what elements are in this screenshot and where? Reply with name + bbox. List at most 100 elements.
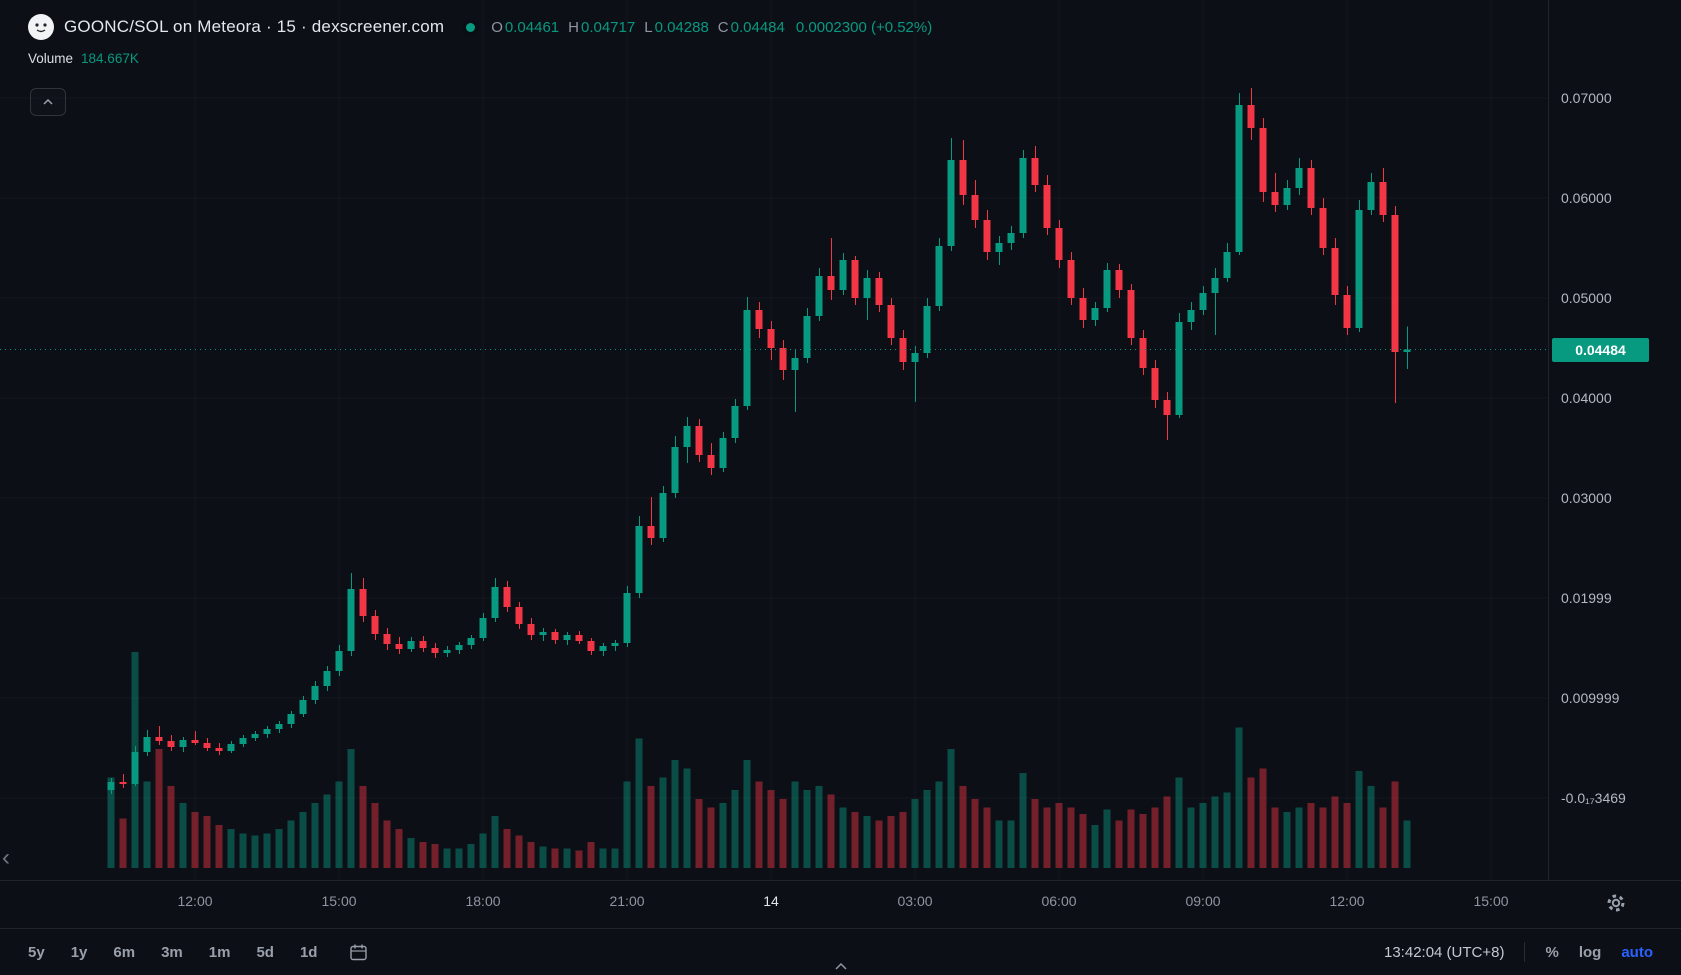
volume-bar: [935, 781, 943, 868]
volume-bar: [791, 781, 799, 868]
volume-bar: [983, 807, 991, 868]
scroll-left-arrow[interactable]: ‹: [2, 844, 10, 871]
candle-body: [1163, 400, 1171, 415]
candle-body: [1091, 308, 1099, 320]
candle-body: [119, 782, 127, 784]
candle-body: [983, 220, 991, 252]
candle-body: [1271, 192, 1279, 205]
candle-body: [431, 648, 439, 653]
candle-body: [1367, 182, 1375, 210]
chart-pane[interactable]: [0, 0, 1548, 880]
time-axis-label: 03:00: [897, 893, 933, 909]
volume-bar: [1115, 820, 1123, 868]
percent-scale-button[interactable]: %: [1545, 943, 1559, 961]
auto-scale-button[interactable]: auto: [1621, 943, 1653, 961]
candle-body: [755, 310, 763, 329]
volume-bar: [707, 807, 715, 868]
volume-bar: [551, 848, 559, 868]
candle-body: [443, 650, 451, 653]
range-button-5y[interactable]: 5y: [28, 943, 45, 961]
volume-bar: [923, 790, 931, 868]
volume-bar: [1331, 796, 1339, 868]
volume-bar: [299, 811, 307, 868]
time-axis[interactable]: 12:00 15:00 18:00 21:00 14 03:00 06:00 09:00 12:…: [0, 881, 1548, 928]
time-axis-label: 06:00: [1041, 893, 1077, 909]
volume-bar: [1175, 777, 1183, 868]
candle-body: [251, 734, 259, 738]
volume-indicator-row: Volume 184.667K: [28, 51, 932, 66]
volume-bar: [899, 811, 907, 868]
candle-body: [611, 643, 619, 646]
candles-layer: [107, 88, 1411, 794]
volume-bar: [731, 790, 739, 868]
legend-collapse-button[interactable]: [30, 88, 66, 116]
clock-timezone-button[interactable]: 13:42:04 (UTC+8): [1384, 943, 1505, 961]
volume-bar: [1235, 727, 1243, 868]
high-label: H: [568, 18, 579, 36]
volume-bar: [143, 781, 151, 868]
candle-body: [623, 593, 631, 643]
last-price-badge: 0.04484: [1552, 337, 1649, 362]
volume-bar: [1247, 777, 1255, 868]
volume-bar: [431, 844, 439, 868]
volume-bar: [839, 807, 847, 868]
axis-settings-gear-icon[interactable]: [1602, 889, 1630, 917]
candle-body: [1019, 158, 1027, 233]
candle-body: [1115, 270, 1123, 290]
range-button-1y[interactable]: 1y: [70, 943, 88, 961]
volume-bar: [1307, 803, 1315, 868]
volume-bar: [803, 790, 811, 868]
go-to-date-button[interactable]: [349, 943, 368, 962]
range-button-3m[interactable]: 3m: [161, 943, 183, 961]
candle-body: [587, 641, 595, 651]
volume-bar: [335, 781, 343, 868]
volume-bar: [1391, 781, 1399, 868]
expand-bottom-panel-arrow[interactable]: [834, 957, 847, 975]
volume-bar: [407, 837, 415, 868]
volume-bar: [599, 848, 607, 868]
range-button-1m[interactable]: 1m: [208, 943, 231, 961]
price-axis-label: 0.01999: [1561, 590, 1612, 606]
volume-label[interactable]: Volume: [28, 51, 74, 66]
candle-body: [659, 493, 667, 538]
low-value: 0.04288: [654, 18, 709, 36]
symbol-title[interactable]: GOONC/SOL on Meteora · 15 · dexscreener.…: [64, 17, 445, 36]
volume-bar: [323, 794, 331, 868]
candle-body: [407, 641, 415, 649]
candle-body: [887, 305, 895, 338]
volume-bar: [1127, 809, 1135, 868]
volume-bar: [863, 816, 871, 868]
volume-bar: [491, 816, 499, 868]
price-axis-label: -0.0₁₇3469: [1561, 790, 1626, 806]
time-axis-label: 12:00: [177, 893, 213, 909]
candle-body: [719, 438, 727, 468]
close-value: 0.04484: [730, 18, 785, 36]
candle-body: [1259, 128, 1267, 192]
volume-bar: [767, 790, 775, 868]
candle-body: [1139, 338, 1147, 368]
volume-bar: [167, 785, 175, 868]
volume-bar: [1283, 811, 1291, 868]
price-axis-label: 0.009999: [1561, 690, 1620, 706]
candle-body: [191, 740, 199, 743]
range-button-6m[interactable]: 6m: [113, 943, 136, 961]
volume-bar: [1211, 796, 1219, 868]
log-scale-button[interactable]: log: [1578, 943, 1602, 961]
volume-layer: [107, 652, 1411, 868]
volume-bar: [1199, 803, 1207, 868]
candle-body: [1307, 168, 1315, 208]
volume-bar: [1067, 807, 1075, 868]
candle-body: [1211, 278, 1219, 293]
time-axis-label: 18:00: [465, 893, 501, 909]
volume-bar: [659, 777, 667, 868]
range-button-5d[interactable]: 5d: [256, 943, 274, 961]
candle-body: [203, 743, 211, 748]
candle-body: [743, 310, 751, 406]
open-label: O: [491, 18, 503, 36]
volume-bar: [347, 749, 355, 868]
candle-body: [287, 714, 295, 724]
candle-body: [1199, 293, 1207, 310]
candle-body: [995, 243, 1003, 252]
price-axis[interactable]: 0.04484 0.07000 0.06000 0.05000 0.04000 0.03…: [1548, 0, 1681, 880]
range-button-1d[interactable]: 1d: [299, 943, 318, 961]
